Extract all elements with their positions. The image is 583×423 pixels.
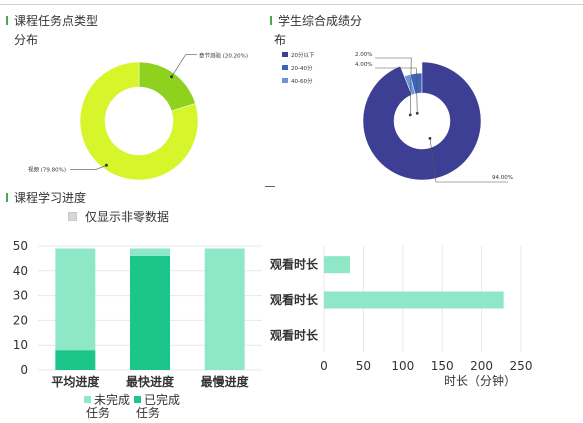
label-leader-line [375,67,418,114]
label-leader-line [171,54,197,77]
slice-data-label: 2.00% [355,52,372,58]
donut-slice [138,61,196,112]
bar-segment [55,248,96,351]
x-tick-label: 最慢进度 [201,374,250,389]
label-leader-dot [428,136,432,140]
label-leader-dot [170,75,174,79]
task-type-title: 课程任务点类型 [6,14,98,28]
bar [324,256,351,274]
x-tick-label: 最快进度 [126,374,175,389]
label-leader-line [375,57,412,115]
title-marker-icon [270,16,272,25]
y-tick-label: 40 [13,264,28,278]
slice-data-label: 视频 (79.80%) [28,165,66,173]
nonzero-filter-label: 仅显示非零数据 [85,210,170,224]
slice-data-label: 章节测验 (20.20%) [199,52,248,60]
legend-swatch [84,396,91,403]
y-tick-label: 观看时长 [270,327,319,342]
task-type-title-line2: 分布 [14,33,39,47]
donut-slice [79,61,199,181]
legend-swatch [282,78,288,83]
y-tick-label: 10 [13,338,28,352]
bar [324,291,504,309]
legend-label: 已完成 [144,392,180,407]
legend-label: 20-40分 [291,64,313,72]
slice-data-label: 4.00% [355,62,372,68]
x-axis-label: 时长（分钟） [444,373,516,388]
legend-label: 任务 [136,405,160,420]
top-divider [0,4,583,5]
x-tick-label: 250 [510,359,533,373]
title-marker-icon [6,193,8,202]
legend-label: 未完成 [94,392,130,407]
bar-segment [55,350,96,370]
panel-divider [265,186,275,187]
bar-segment [130,255,170,370]
legend-swatch [282,65,288,70]
donut-slice [362,61,482,181]
y-tick-label: 观看时长 [270,257,319,272]
legend-label: 任务 [86,405,110,420]
slice-data-label: 94.00% [492,175,513,181]
y-tick-label: 0 [20,363,28,377]
x-tick-label: 150 [431,359,454,373]
score-dist-donut-chart: 20分以下 20-40分 40-60分 2.00% 4.00% 94.00% [282,51,513,183]
bar-segment [204,248,245,370]
nonzero-filter-checkbox[interactable] [68,212,77,221]
legend-label: 20分以下 [291,51,315,59]
label-leader-line [70,165,107,170]
task-type-donut-chart: 章节测验 (20.20%) 视频 (79.80%) [28,52,248,181]
x-tick-label: 0 [320,359,328,373]
title-marker-icon [6,16,8,25]
bar-segment [130,248,170,256]
legend-swatch [282,52,288,57]
x-tick-label: 100 [391,359,414,373]
y-tick-label: 观看时长 [270,292,319,307]
progress-title: 课程学习进度 [6,191,86,205]
score-dist-title: 学生综合成绩分 [270,14,362,28]
x-tick-label: 平均进度 [51,374,100,389]
legend-label: 40-60分 [291,77,313,85]
y-tick-label: 50 [13,239,28,253]
x-tick-label: 50 [356,359,371,373]
y-tick-label: 20 [13,313,28,327]
legend-swatch [134,396,141,403]
nonzero-filter-toggle[interactable]: 仅显示非零数据 [68,208,169,225]
x-tick-label: 200 [470,359,493,373]
y-tick-label: 30 [13,289,28,303]
label-leader-line [429,138,508,183]
score-dist-title-line2: 布 [274,33,287,47]
